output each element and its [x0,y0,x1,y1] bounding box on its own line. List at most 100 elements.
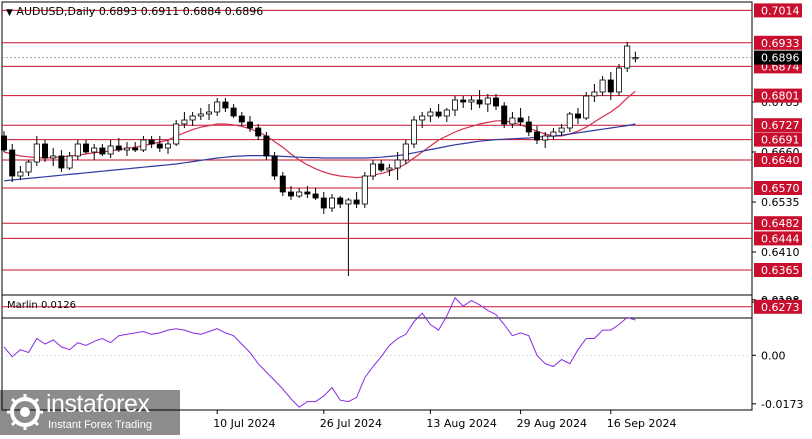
bear-candle [246,121,253,129]
bull-candle [583,95,590,119]
level-label: 0.6801 [761,90,800,103]
level-label: 0.6482 [761,217,800,230]
bull-candle [328,197,335,209]
bull-candle [369,163,376,177]
bear-candle [156,143,163,149]
bear-candle [337,197,344,205]
level-label-box [754,35,802,50]
indicator-label: Marlin 0.0126 [7,300,76,311]
bull-candle [550,131,557,137]
date-tick-label: 13 Aug 2024 [426,417,496,430]
level-label: 0.6444 [761,232,800,245]
chart-header: ▼ AUDUSD,Daily 0.6893 0.6911 0.6884 0.68… [6,5,263,18]
bull-candle [17,171,24,177]
bull-candle [345,199,352,205]
current-price-label: 0.6896 [761,52,800,65]
bear-candle [115,145,122,151]
level-label: 0.6273 [761,301,800,314]
bear-candle [148,139,155,145]
level-label: 0.6365 [761,264,800,277]
bull-candle [599,79,606,93]
bear-candle [320,197,327,209]
level-label-box [754,132,802,147]
bear-candle [378,163,385,171]
level-label-box [754,263,802,277]
oscillator-tick-label: -0.0173 [761,398,803,411]
bear-candle [287,191,294,197]
bear-candle [501,105,508,125]
bear-candle [83,143,90,153]
bear-candle [42,143,49,159]
bull-candle [296,191,303,197]
level-label-box [754,299,802,314]
bull-candle [624,45,631,69]
bull-candle [542,135,549,141]
date-tick-label: 29 Aug 2024 [517,417,587,430]
bear-candle [222,101,229,109]
bull-candle [394,159,401,169]
bear-candle [476,99,483,105]
date-tick-label: 16 Sep 2024 [607,417,677,430]
level-label: 0.6727 [761,119,800,132]
bull-candle [181,119,188,125]
bull-candle [616,67,623,93]
bull-candle [164,143,171,149]
bull-candle [484,97,491,105]
bear-candle [279,175,286,193]
bear-candle [238,115,245,123]
bull-candle [197,113,204,117]
watermark: instaforex Instant Forex Trading [0,390,180,435]
bear-candle [353,199,360,205]
price-tick-label: 0.6410 [761,246,800,259]
date-tick-label: 10 Jul 2024 [213,417,275,430]
bull-candle [140,139,147,151]
bear-candle [99,147,106,155]
level-label-box [754,216,802,231]
bull-candle [632,57,639,60]
instaforex-logo-icon [7,394,43,430]
level-label-box [754,153,802,167]
symbol-label: AUDUSD,Daily [16,5,96,18]
bear-candle [263,135,270,157]
ohlc-values: 0.6893 0.6911 0.6884 0.6896 [98,5,264,18]
level-label-box [754,118,802,133]
bear-candle [132,147,139,151]
level-label-box [754,231,802,246]
bull-candle [214,101,221,113]
bull-candle [107,145,114,155]
date-tick-label: 26 Jul 2024 [320,417,382,430]
bull-candle [25,161,32,173]
bear-candle [271,155,278,177]
level-label: 0.6691 [761,134,800,147]
bear-candle [575,113,582,119]
bull-candle [451,99,458,111]
level-label: 0.6570 [761,182,800,195]
bear-candle [492,97,499,107]
bull-candle [74,143,81,157]
bull-candle [410,119,417,145]
bull-candle [66,155,73,169]
bull-candle [91,147,98,153]
bull-candle [509,117,516,125]
oscillator-pane-frame [1,294,753,411]
bear-candle [304,191,311,195]
bull-candle [468,99,475,103]
bull-candle [205,111,212,115]
fast-ma-line [3,90,636,179]
level-label-box [754,181,802,195]
bear-candle [230,107,237,117]
oscillator-tick-label: 0.00 [761,349,786,362]
bear-candle [460,99,467,103]
bear-candle [58,155,65,169]
price-tick-label: 0.6535 [761,196,800,209]
collapse-triangle-icon[interactable]: ▼ [6,8,13,18]
level-label-box [754,88,802,103]
bear-candle [9,149,16,177]
bear-candle [435,111,442,117]
bull-candle [361,175,368,205]
watermark-tagline: Instant Forex Trading [48,419,152,431]
bull-candle [591,91,598,97]
level-label: 0.6933 [761,37,800,50]
bear-candle [534,131,541,141]
